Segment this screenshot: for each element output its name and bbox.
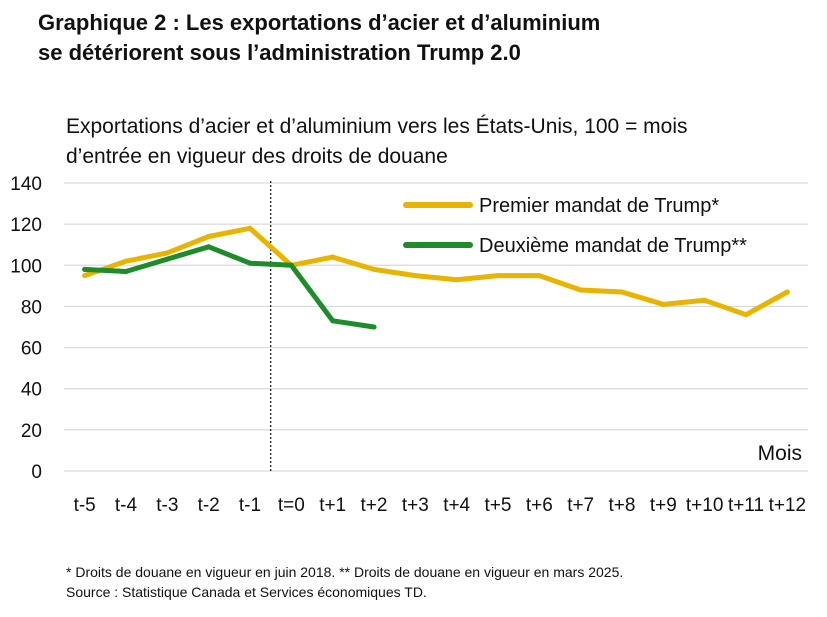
series-2-point bbox=[123, 268, 129, 274]
series-1-point bbox=[247, 225, 253, 231]
series-2-point bbox=[288, 262, 294, 268]
legend: Premier mandat de Trump* Deuxième mandat … bbox=[403, 195, 747, 257]
footnotes: * Droits de douane en vigueur en juin 20… bbox=[66, 562, 623, 602]
x-tick-label: t-4 bbox=[115, 495, 138, 516]
series-1-point bbox=[702, 297, 708, 303]
series-2-point bbox=[330, 318, 336, 324]
series-2-point bbox=[164, 256, 170, 262]
x-tick-label: t-1 bbox=[239, 495, 261, 516]
series-layer bbox=[82, 225, 790, 330]
series-line-1 bbox=[82, 225, 790, 318]
x-tick-label: t+10 bbox=[686, 495, 724, 516]
series-2-point bbox=[247, 260, 253, 266]
footnote-text: * Droits de douane en vigueur en juin 20… bbox=[66, 564, 624, 580]
page-title-line-2: se détériorent sous l’administration Tru… bbox=[38, 40, 521, 65]
x-tick-label: t+9 bbox=[650, 495, 677, 516]
y-tick-label: 80 bbox=[21, 297, 42, 318]
x-tick-label: t-5 bbox=[74, 495, 96, 516]
series-1-point bbox=[454, 277, 460, 283]
line-chart: Exportations d’acier et d’aluminium vers… bbox=[10, 115, 808, 516]
y-tick-label: 140 bbox=[10, 174, 42, 195]
legend-label-2: Deuxième mandat de Trump** bbox=[479, 235, 747, 257]
chart-subtitle-line-1: Exportations d’acier et d’aluminium vers… bbox=[66, 115, 688, 138]
x-axis-label: Mois bbox=[758, 442, 802, 465]
y-tick-label: 0 bbox=[31, 462, 42, 483]
series-1-point bbox=[619, 289, 625, 295]
series-1-point bbox=[412, 273, 418, 279]
series-1-point bbox=[495, 273, 501, 279]
x-tick-label: t+1 bbox=[319, 495, 346, 516]
series-1-point bbox=[743, 312, 749, 318]
y-tick-label: 20 bbox=[21, 421, 42, 442]
series-1-point bbox=[784, 289, 790, 295]
x-tick-label: t+11 bbox=[728, 495, 764, 516]
x-tick-label: t+5 bbox=[485, 495, 512, 516]
series-1-point bbox=[660, 301, 666, 307]
series-2-point bbox=[371, 324, 377, 330]
series-1-point bbox=[123, 258, 129, 264]
series-2-point bbox=[82, 266, 88, 272]
y-tick-label: 120 bbox=[10, 215, 42, 236]
series-1-point bbox=[578, 287, 584, 293]
x-tick-label: t-2 bbox=[198, 495, 220, 516]
gridlines bbox=[64, 182, 808, 472]
x-tick-label: t+12 bbox=[769, 495, 807, 516]
series-1-point bbox=[330, 254, 336, 260]
series-1-point bbox=[206, 233, 212, 239]
x-tick-label: t+7 bbox=[567, 495, 594, 516]
x-axis-ticks: t-5 t-4 t-3 t-2 t-1 t=0 t+1 t+2 t+3 t+4 t+5 t+6 t+7 t… bbox=[74, 495, 807, 516]
x-tick-label: t=0 bbox=[278, 495, 305, 516]
legend-label-1: Premier mandat de Trump* bbox=[479, 195, 719, 217]
series-2-point bbox=[206, 244, 212, 250]
y-tick-label: 100 bbox=[10, 256, 42, 277]
x-tick-label: t-3 bbox=[156, 495, 178, 516]
y-axis-ticks: 0 20 40 60 80 100 120 140 bbox=[10, 174, 42, 483]
x-tick-label: t+4 bbox=[443, 495, 470, 516]
series-line-2 bbox=[82, 244, 377, 330]
chart-subtitle-line-2: d’entrée en vigueur des droits de douane bbox=[66, 145, 448, 168]
series-1-point bbox=[536, 273, 542, 279]
series-1-point bbox=[371, 266, 377, 272]
x-tick-label: t+3 bbox=[402, 495, 429, 516]
page-title-line-1: Graphique 2 : Les exportations d’acier e… bbox=[38, 10, 601, 35]
page-title: Graphique 2 : Les exportations d’acier e… bbox=[38, 8, 600, 68]
series-1-point bbox=[82, 273, 88, 279]
x-tick-label: t+8 bbox=[609, 495, 636, 516]
source-text: Source : Statistique Canada et Services … bbox=[66, 584, 427, 600]
y-tick-label: 60 bbox=[21, 339, 42, 360]
series-1-point bbox=[164, 250, 170, 256]
x-tick-label: t+2 bbox=[361, 495, 388, 516]
x-tick-label: t+6 bbox=[526, 495, 553, 516]
y-tick-label: 40 bbox=[21, 380, 42, 401]
